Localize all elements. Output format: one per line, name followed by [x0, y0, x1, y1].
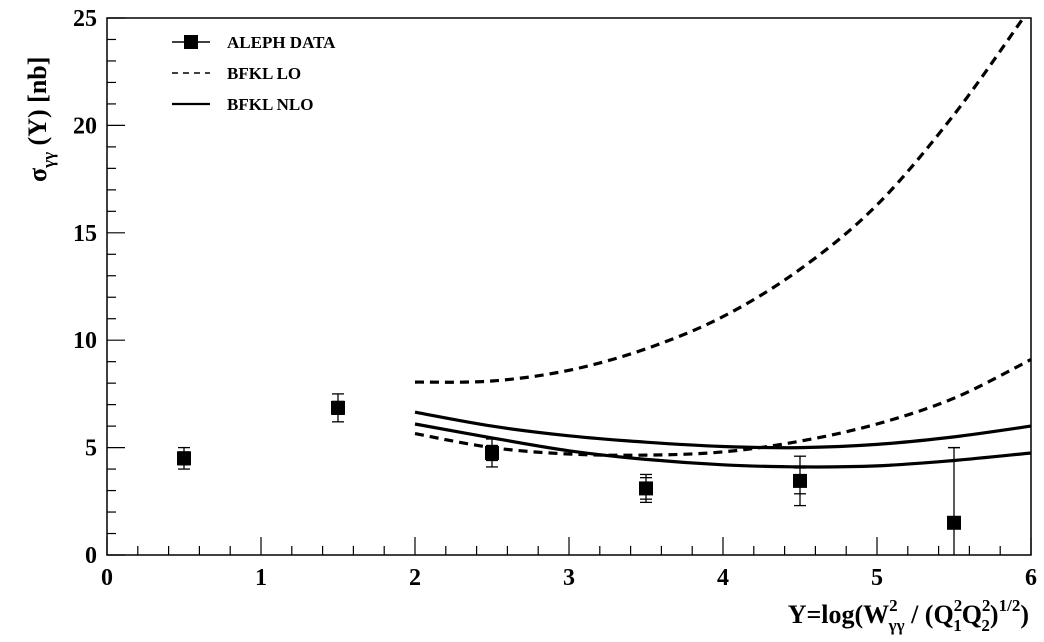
- y-tick-label: 20: [73, 113, 97, 139]
- square-marker-icon: [184, 35, 198, 49]
- legend-label-bfkl-lo: BFKL LO: [227, 64, 301, 83]
- legend-entry-bfkl-nlo: BFKL NLO: [172, 95, 313, 114]
- y-axis-title: σγγ (Y) [nb]: [23, 57, 58, 182]
- bfkl-lo-curve-2: [414, 358, 1032, 457]
- bfkl-nlo-curve-2: [414, 422, 1032, 469]
- x-tick-label: 4: [717, 565, 729, 591]
- x-tick-label: 3: [563, 565, 575, 591]
- legend-entry-aleph-data: ALEPH DATA: [172, 33, 336, 52]
- data-marker: [639, 481, 653, 496]
- bfkl-nlo-curve-1: [414, 410, 1032, 450]
- theory-curves: [414, 17, 1032, 469]
- y-tick-label: 0: [85, 543, 97, 569]
- legend-label-aleph-data: ALEPH DATA: [227, 33, 336, 52]
- data-point: [639, 473, 653, 504]
- data-point: [177, 446, 191, 470]
- x-tick-label: 6: [1025, 565, 1037, 591]
- y-tick-label: 5: [85, 436, 97, 462]
- data-marker: [485, 445, 499, 460]
- y-tick-label: 15: [73, 221, 97, 247]
- data-marker: [793, 473, 807, 488]
- x-tick-label: 2: [409, 565, 421, 591]
- y-tick-label: 25: [73, 6, 97, 32]
- data-marker: [947, 515, 961, 530]
- data-marker: [331, 400, 345, 415]
- legend-label-bfkl-nlo: BFKL NLO: [227, 95, 313, 114]
- axis-ticks: [106, 17, 1032, 556]
- x-tick-label: 0: [101, 565, 113, 591]
- data-point: [331, 393, 345, 423]
- legend: ALEPH DATA BFKL LO BFKL NLO: [172, 33, 336, 114]
- data-points: [177, 393, 961, 555]
- x-tick-label: 1: [255, 565, 267, 591]
- x-tick-labels: 0 1 2 3 4 5 6: [101, 565, 1037, 591]
- x-tick-label: 5: [871, 565, 883, 591]
- y-tick-labels: 0 5 10 15 20 25: [73, 6, 97, 569]
- legend-entry-bfkl-lo: BFKL LO: [172, 64, 301, 83]
- data-point: [947, 446, 961, 555]
- data-point: [485, 438, 499, 468]
- bfkl-lo-curve-1: [414, 17, 1025, 384]
- data-point: [793, 455, 807, 507]
- data-marker: [177, 451, 191, 466]
- y-tick-label: 10: [73, 328, 97, 354]
- x-axis-title: Y=log(W2 γγ / (Q2 1Q2 2)1/2): [788, 596, 1029, 635]
